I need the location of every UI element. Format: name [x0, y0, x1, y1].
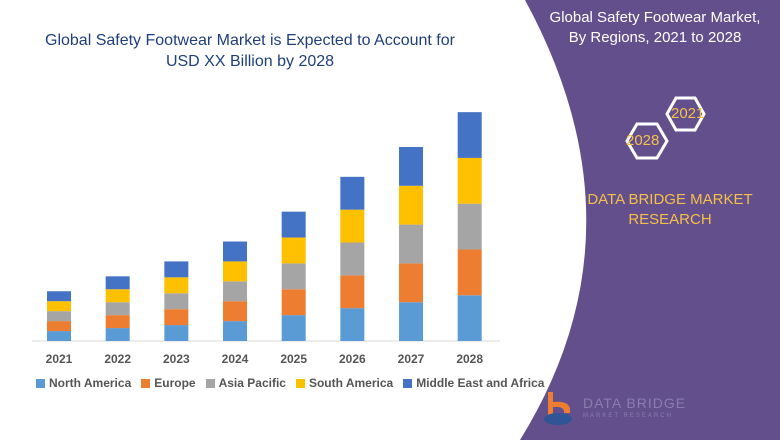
logo-text: DATA BRIDGE [583, 395, 687, 411]
bar-2026-europe [340, 275, 365, 309]
bar-2022-middle-east-and-africa [105, 276, 130, 290]
bar-2021-asia-pacific [47, 311, 71, 322]
legend: North America Europe Asia Pacific South Ame… [36, 376, 544, 390]
bar-2025-north-america [281, 315, 306, 341]
bar-2021-north-america [47, 331, 71, 341]
legend-swatch [205, 378, 215, 388]
bar-2027-south-america [399, 185, 424, 225]
bar-2027-north-america [399, 302, 424, 341]
bar-2022-asia-pacific [105, 302, 130, 316]
x-tick-label: 2021 [46, 352, 73, 366]
x-tick-label: 2024 [222, 352, 249, 366]
bar-2024-north-america [223, 321, 248, 341]
bar-2022-north-america [105, 328, 130, 341]
legend-item: Middle East and Africa [403, 376, 544, 390]
chart-title: Global Safety Footwear Market is Expecte… [40, 30, 460, 72]
logo-subtext: MARKET RESEARCH [583, 413, 673, 419]
hex-label-2028: 2028 [626, 132, 660, 149]
bar-2027-asia-pacific [399, 224, 424, 264]
bar-2022-south-america [105, 289, 130, 303]
bar-2023-europe [164, 309, 189, 326]
title-line-2: USD XX Billion by 2028 [165, 53, 335, 70]
title-line-1: Global Safety Footwear Market is Expecte… [45, 32, 455, 49]
legend-label: Asia Pacific [218, 376, 286, 390]
legend-item: Europe [141, 376, 196, 390]
bar-2021-middle-east-and-africa [47, 291, 71, 302]
x-tick-label: 2026 [339, 352, 366, 366]
stacked-bar-chart: 2021 2022 2023 2024 2025 2026 2027 2028 [32, 112, 500, 366]
bar-2024-europe [223, 301, 248, 322]
hex-label-2021: 2021 [671, 105, 705, 122]
legend-swatch [295, 378, 305, 388]
legend-item: Asia Pacific [205, 376, 286, 390]
bar-2021-south-america [47, 301, 71, 312]
legend-swatch [403, 378, 413, 388]
brand-text: DATA BRIDGE MARKET RESEARCH [580, 190, 760, 230]
bar-2025-asia-pacific [281, 263, 306, 290]
legend-label: Middle East and Africa [416, 376, 545, 390]
bar-2023-south-america [164, 277, 189, 294]
bar-2026-asia-pacific [340, 242, 365, 276]
bar-2025-europe [281, 289, 306, 316]
x-tick-label: 2023 [163, 352, 190, 366]
bar-2026-middle-east-and-africa [340, 176, 365, 210]
side-title: Global Safety Footwear Market, By Region… [530, 8, 780, 48]
x-tick-label: 2027 [398, 352, 425, 366]
side-panel-shape [520, 0, 780, 440]
bar-2024-south-america [223, 261, 248, 282]
brand-line-2: RESEARCH [628, 211, 712, 228]
bar-2024-asia-pacific [223, 281, 248, 302]
hexagon-top [665, 96, 706, 132]
bar-2026-south-america [340, 209, 365, 243]
x-tick-label: 2028 [456, 352, 483, 366]
legend-item: North America [36, 376, 131, 390]
legend-item: South America [295, 376, 394, 390]
bar-2023-middle-east-and-africa [164, 261, 189, 278]
side-title-line-2: By Regions, 2021 to 2028 [568, 29, 742, 46]
x-tick-label: 2022 [104, 352, 131, 366]
legend-label: South America [308, 376, 394, 390]
bar-2028-middle-east-and-africa [457, 112, 482, 158]
brand-line-1: DATA BRIDGE MARKET [587, 191, 753, 208]
bar-2028-asia-pacific [457, 203, 482, 250]
bar-2021-europe [47, 321, 71, 332]
bar-2027-middle-east-and-africa [399, 146, 424, 186]
logo-icon [544, 392, 572, 425]
bar-2023-asia-pacific [164, 293, 189, 310]
bar-2026-north-america [340, 308, 365, 341]
bar-2024-middle-east-and-africa [223, 241, 248, 262]
legend-label: Europe [154, 376, 196, 390]
bar-2028-north-america [457, 295, 482, 341]
hexagon-bottom [625, 122, 669, 160]
legend-swatch [141, 378, 151, 388]
legend-label: North America [49, 376, 132, 390]
bar-2023-north-america [164, 325, 189, 341]
side-title-line-1: Global Safety Footwear Market, [549, 9, 761, 26]
x-tick-label: 2025 [280, 352, 307, 366]
bar-2027-europe [399, 263, 424, 303]
bar-2028-europe [457, 249, 482, 296]
legend-swatch [36, 378, 45, 388]
bar-2022-europe [105, 315, 130, 329]
bar-2025-middle-east-and-africa [281, 211, 306, 238]
bar-2025-south-america [281, 237, 306, 264]
bar-2028-south-america [457, 157, 482, 204]
